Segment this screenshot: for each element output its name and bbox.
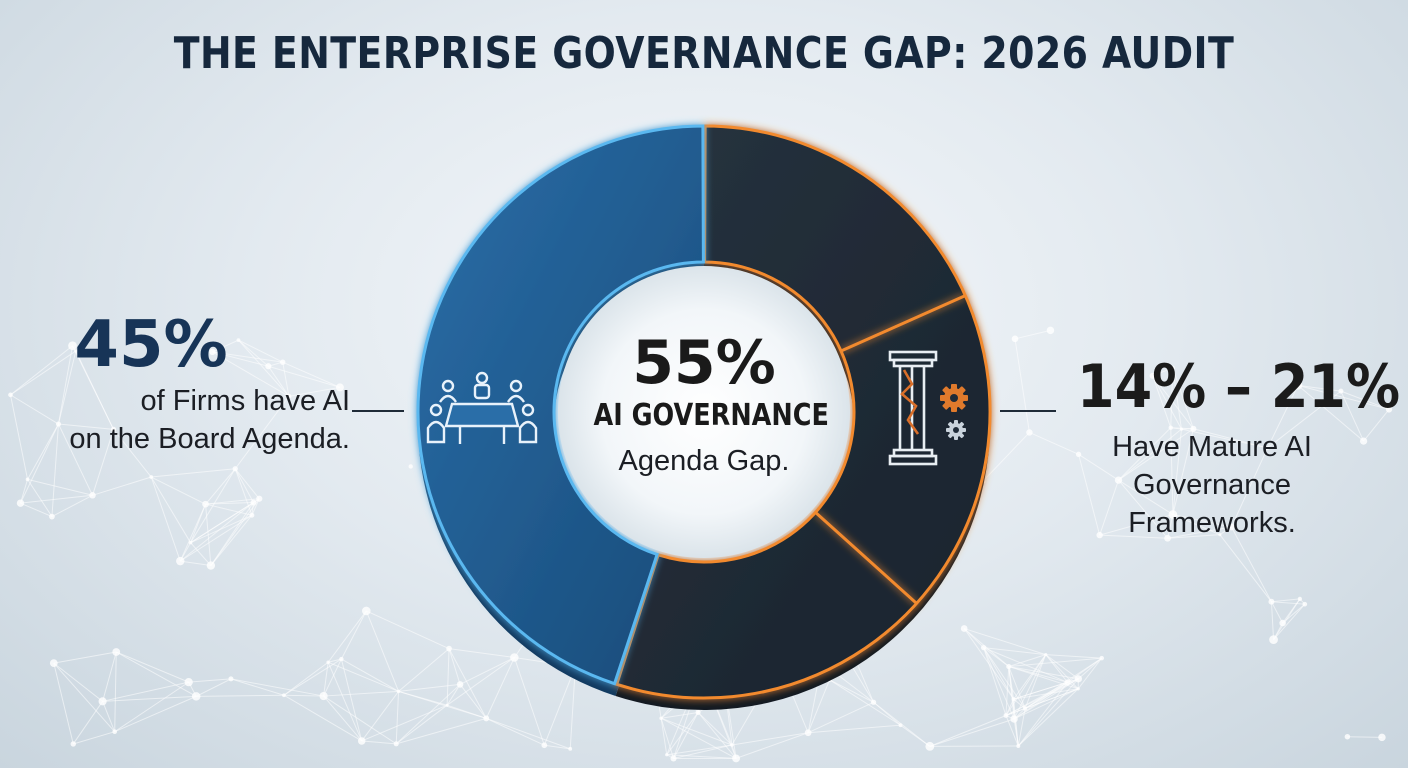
- network-nodes: [8, 326, 1393, 763]
- right-callout-line1: Have Mature AI: [1112, 431, 1312, 463]
- left-callout-line2: on the Board Agenda.: [69, 423, 350, 455]
- left-callout-value: 45%: [74, 308, 228, 382]
- center-callout-label: AI GOVERNANCE: [593, 398, 829, 433]
- left-callout-line1: of Firms have AI: [140, 385, 350, 417]
- gap-division-line: [814, 511, 918, 605]
- cracked-pillar-gears-icon: [888, 350, 968, 466]
- slice-board-agenda: [416, 124, 705, 686]
- left-callout: 45% of Firms have AI on the Board Agenda…: [20, 308, 350, 458]
- slice-governance-gap: [614, 124, 992, 700]
- right-callout-line2: Governance: [1133, 469, 1291, 501]
- donut-center: [558, 266, 850, 558]
- right-callout-line3: Frameworks.: [1128, 507, 1296, 539]
- page-title: THE ENTERPRISE GOVERNANCE GAP: 2026 AUDI…: [173, 28, 1235, 79]
- center-callout-value: 55%: [632, 328, 776, 398]
- right-callout-value: 14% – 21%: [1077, 352, 1401, 422]
- right-callout: 14% – 21% Have Mature AI Governance Fram…: [1062, 352, 1401, 542]
- center-callout: 55% AI GOVERNANCE Agenda Gap.: [574, 330, 834, 480]
- gap-division-line: [840, 294, 966, 353]
- center-callout-desc: Agenda Gap.: [618, 445, 790, 477]
- boardroom-meeting-icon: [426, 371, 538, 444]
